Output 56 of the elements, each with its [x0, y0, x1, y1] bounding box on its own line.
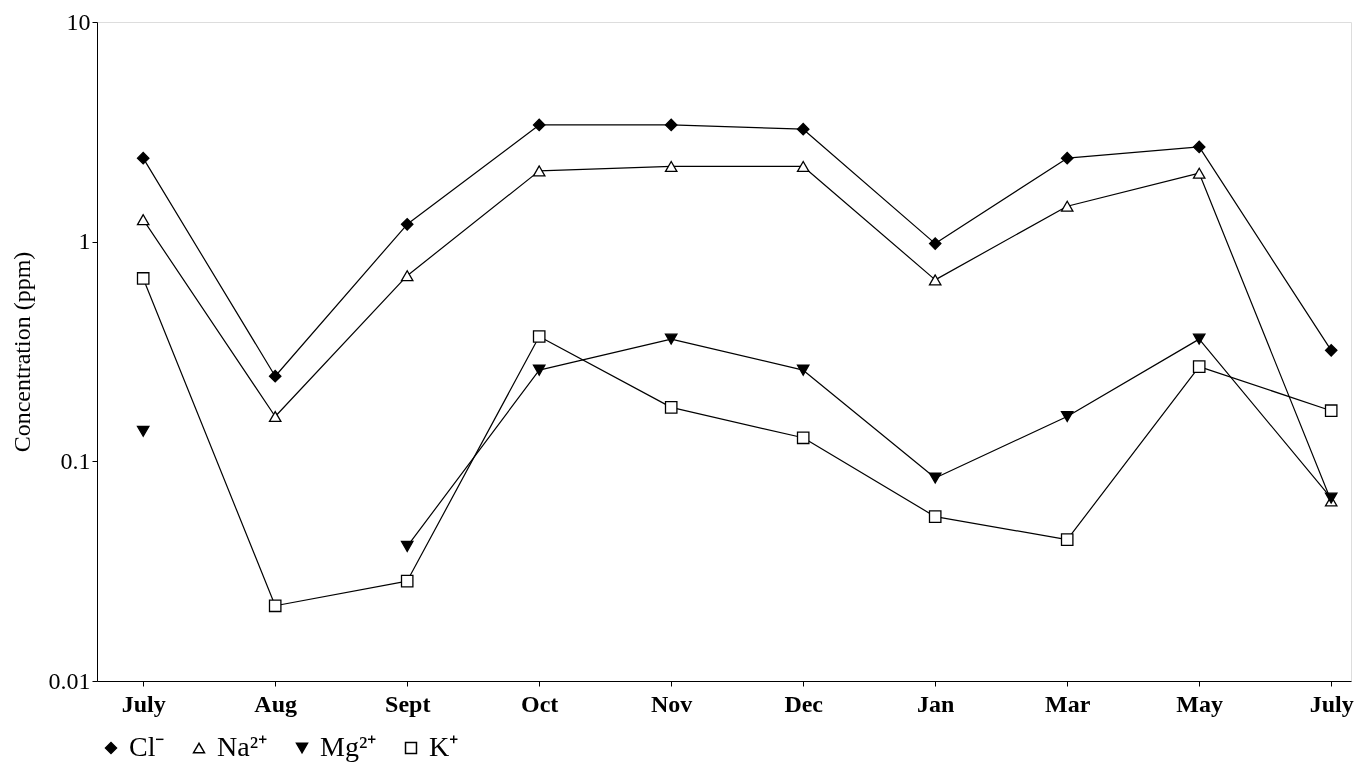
point: [664, 160, 678, 173]
point: [1192, 140, 1206, 154]
y-tick-label: 10: [66, 8, 91, 35]
y-tick-label: 0.01: [48, 667, 91, 694]
point: [664, 118, 678, 132]
point: [1192, 360, 1206, 373]
x-tick-label: Nov: [651, 690, 693, 717]
point: [1060, 151, 1074, 165]
point: [796, 160, 810, 173]
point: [1192, 333, 1206, 345]
point: [400, 217, 414, 231]
point: [268, 410, 282, 423]
point: [1060, 200, 1074, 212]
point: [532, 330, 546, 343]
point: [1060, 533, 1074, 547]
y-tick-label: 0.1: [60, 447, 91, 474]
point: [796, 364, 810, 376]
x-tick-label: May: [1176, 690, 1224, 717]
legend-label: Mg²⁺: [320, 731, 377, 762]
x-tick-label: July: [1309, 690, 1354, 717]
point: [928, 274, 942, 286]
point: [664, 333, 678, 345]
point: [532, 165, 546, 177]
y-tick-label: 1: [78, 228, 91, 255]
point: [532, 364, 546, 376]
x-tick-label: Aug: [254, 690, 298, 717]
point: [1060, 410, 1074, 423]
point: [928, 237, 942, 250]
point: [1324, 404, 1338, 418]
legend-label: K⁺: [429, 731, 459, 762]
point: [928, 510, 942, 523]
point: [928, 472, 942, 484]
point: [400, 574, 414, 588]
legend-label: Na²⁺: [217, 731, 268, 762]
point: [664, 401, 678, 414]
point: [400, 270, 414, 282]
point: [796, 431, 810, 445]
x-tick-label: Mar: [1045, 690, 1091, 717]
point: [136, 214, 150, 226]
point: [268, 599, 282, 613]
x-tick-label: July: [121, 690, 166, 717]
x-tick-label: Dec: [784, 690, 824, 717]
legend-label: Cl⁻: [129, 731, 165, 762]
point: [400, 540, 414, 552]
point: [796, 122, 810, 136]
point: [268, 369, 282, 383]
point: [1324, 344, 1338, 357]
point: [1192, 167, 1206, 179]
y-axis-title: Concentration (ppm): [8, 251, 35, 453]
x-tick-label: Sept: [385, 690, 431, 717]
point: [532, 118, 546, 132]
point: [136, 272, 150, 285]
x-tick-label: Jan: [917, 690, 955, 717]
point: [136, 151, 150, 165]
x-tick-label: Oct: [521, 690, 559, 717]
point: [136, 425, 150, 437]
